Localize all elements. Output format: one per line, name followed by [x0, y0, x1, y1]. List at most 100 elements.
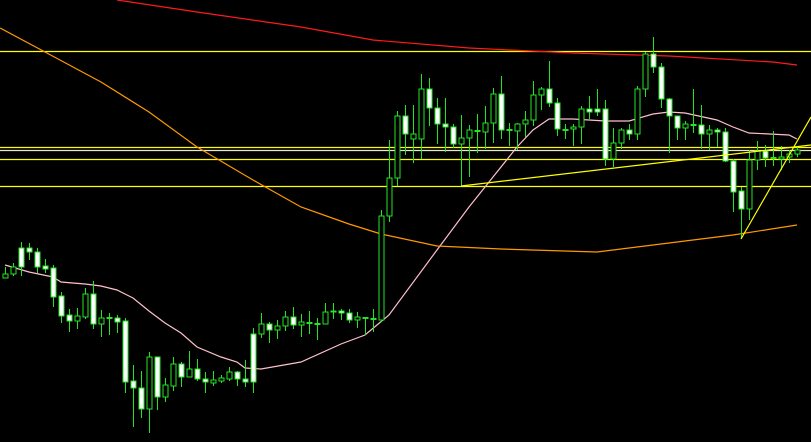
candle — [578, 106, 585, 144]
candle — [66, 309, 73, 332]
candle-body-bullish — [538, 88, 545, 96]
candle-body-bullish — [570, 126, 577, 130]
candle — [218, 375, 225, 383]
candle-body-bullish — [618, 129, 625, 144]
candle-body-bearish — [498, 93, 505, 131]
candle-body-bearish — [586, 108, 593, 113]
candle-body-bearish — [730, 160, 737, 193]
candle — [674, 115, 681, 140]
candle — [202, 372, 209, 393]
candle — [138, 371, 145, 418]
candle — [698, 105, 705, 149]
candle — [34, 248, 41, 273]
candle — [330, 303, 337, 319]
candle — [194, 359, 201, 381]
candle — [746, 150, 753, 220]
candles — [2, 37, 801, 433]
candle — [370, 309, 377, 332]
candle-body-bullish — [490, 93, 497, 124]
candle — [298, 314, 305, 337]
candle-body-bearish — [130, 380, 137, 389]
candle-body-bearish — [714, 129, 721, 133]
candle — [570, 124, 577, 146]
candle-body-bearish — [42, 265, 49, 270]
candle — [474, 114, 481, 153]
candle-body-bullish — [610, 142, 617, 160]
candle-body-bullish — [98, 317, 105, 325]
candle — [594, 89, 601, 116]
candle-body-bearish — [626, 129, 633, 135]
candle-body-bullish — [170, 363, 177, 387]
candle-body-bullish — [210, 379, 217, 384]
candle — [778, 146, 785, 170]
candle-body-bullish — [226, 371, 233, 380]
candle-body-bearish — [234, 371, 241, 380]
candle — [242, 360, 249, 387]
candle — [234, 371, 241, 386]
candle-body-bullish — [794, 149, 801, 155]
candle — [250, 328, 257, 393]
candle-body-bearish — [194, 368, 201, 380]
candle — [282, 311, 289, 331]
candle — [770, 131, 777, 166]
candle — [394, 111, 401, 186]
candle — [386, 140, 393, 222]
candle-body-bearish — [698, 124, 705, 135]
candle — [618, 128, 625, 149]
candle-body-bullish — [522, 119, 529, 125]
candle-body-bullish — [186, 368, 193, 378]
candle-body-bearish — [266, 323, 273, 331]
candle — [26, 243, 33, 260]
candle-body-bullish — [322, 311, 329, 325]
candle-body-bullish — [354, 316, 361, 321]
candle-body-bearish — [90, 293, 97, 325]
candle — [258, 313, 265, 338]
candle — [754, 141, 761, 170]
trendlines — [460, 116, 811, 240]
candle-body-bearish — [138, 387, 145, 410]
candle-body-bearish — [650, 53, 657, 68]
candle — [170, 357, 177, 391]
candle-body-bearish — [290, 316, 297, 326]
candle — [114, 315, 121, 333]
candle — [322, 303, 329, 325]
candle — [514, 123, 521, 150]
candle-body-bullish — [2, 273, 9, 279]
candle-body-bullish — [642, 53, 649, 90]
candle-body-bullish — [386, 177, 393, 217]
candle — [498, 76, 505, 139]
candle — [2, 267, 9, 279]
candle — [458, 115, 465, 186]
trendline — [460, 144, 811, 187]
candle-body-bearish — [18, 247, 25, 268]
candle-body-bearish — [594, 108, 601, 113]
moving-average-line-ma-long — [116, 0, 798, 66]
candle — [210, 371, 217, 386]
candle — [426, 78, 433, 126]
candle-body-bullish — [746, 159, 753, 210]
candle-body-bearish — [34, 251, 41, 268]
candle-body-bullish — [578, 108, 585, 128]
candle-body-bullish — [74, 315, 81, 322]
candle-body-bearish — [674, 115, 681, 129]
candle-body-bullish — [466, 129, 473, 139]
candle-body-bullish — [274, 325, 281, 331]
candle-body-bullish — [754, 150, 761, 161]
candle — [178, 362, 185, 387]
candle-body-bearish — [546, 88, 553, 104]
candle — [266, 322, 273, 343]
candle — [666, 98, 673, 153]
candle — [450, 124, 457, 148]
candle — [18, 242, 25, 276]
candle-body-bearish — [602, 108, 609, 160]
candle-body-bullish — [218, 377, 225, 382]
candle-body-bullish — [146, 356, 153, 410]
candle-body-bullish — [162, 384, 169, 398]
candle — [586, 96, 593, 119]
candle — [530, 81, 537, 126]
candle — [154, 356, 161, 410]
candle — [106, 313, 113, 335]
candle — [338, 309, 345, 320]
candle-body-bullish — [330, 310, 337, 313]
moving-averages — [0, 0, 798, 370]
